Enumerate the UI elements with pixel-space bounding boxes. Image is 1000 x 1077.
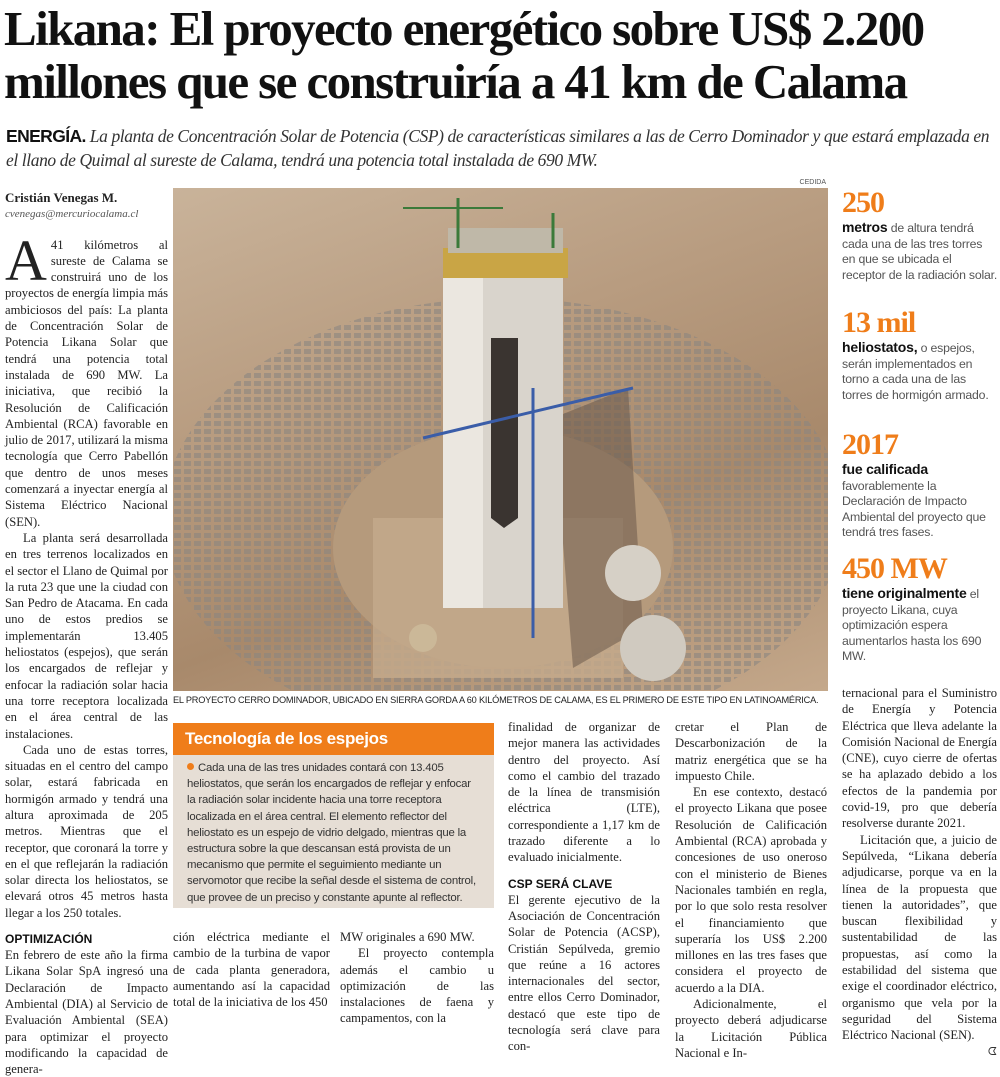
paragraph: ción eléctrica mediante el cambio de la … [173, 930, 330, 1010]
column-6: ternacional para el Suministro de Energí… [842, 685, 997, 1060]
column-1: Cristián Venegas M. cvenegas@mercuriocal… [5, 190, 168, 1077]
fact-number: 250 [842, 186, 885, 219]
paragraph: Licitación que, a juicio de Sepúlveda, “… [842, 832, 997, 1058]
paragraph: finalidad de organizar de mejor manera l… [508, 720, 660, 865]
fact-text: de altura tendrá cada una de las tres to… [842, 221, 998, 282]
fact-number: 450 MW [842, 552, 948, 585]
drop-cap: A [5, 227, 47, 293]
paragraph: cretar el Plan de Descarbonización de la… [675, 720, 827, 783]
solar-tower-illustration [173, 198, 828, 691]
fact-text: el proyecto Likana, cuya optimización es… [842, 587, 982, 663]
box-body: Cada una de las tres unidades contará co… [173, 755, 494, 906]
box-text: Cada una de las tres unidades contará co… [187, 762, 476, 904]
deck-text: La planta de Concentración Solar de Pote… [6, 126, 990, 170]
subheading-csp: CSP SERÁ CLAVE [508, 876, 613, 891]
column-4: finalidad de organizar de mejor manera l… [508, 719, 660, 1055]
fact-lead: tiene originalmente [842, 585, 967, 601]
fact-text: favorablemente la Declaración de Impacto… [842, 478, 986, 540]
paragraph-text: Licitación que, a juicio de Sepúlveda, “… [842, 832, 997, 1043]
paragraph: En ese contexto, destacó el proyecto Lik… [675, 785, 827, 995]
fact-250: 250 metros de altura tendrá cada una de … [842, 186, 998, 283]
headline-line-1: Likana: El proyecto energético sobre US$… [4, 1, 925, 56]
fact-lead: heliostatos, [842, 339, 918, 355]
photo-cerro-dominador [173, 188, 828, 691]
column-2: ción eléctrica mediante el cambio de la … [173, 929, 330, 1010]
fact-lead: fue calificada [842, 461, 928, 477]
fact-number: 2017 [842, 428, 899, 461]
column-5: cretar el Plan de Descarbonización de la… [675, 719, 827, 1061]
bullet-icon [187, 763, 194, 770]
fact-text: o espejos, serán implementados en torno … [842, 341, 989, 402]
byline-email: cvenegas@mercuriocalama.cl [5, 208, 139, 221]
photo-credit: CEDIDA [799, 179, 826, 186]
paragraph: El gerente ejecutivo de la Asociación de… [508, 892, 660, 1054]
paragraph: Adicionalmente, el proyecto deberá adjud… [675, 997, 827, 1060]
paragraph: A 41 kilómetros al sureste de Calama se c… [5, 227, 168, 530]
fact-13-mil: 13 mil heliostatos, o espejos, serán imp… [842, 306, 998, 403]
headline-line-2: millones que se construiría a 41 km de C… [4, 54, 908, 109]
headline: Likana: El proyecto energético sobre US$… [4, 2, 999, 108]
paragraph: ternacional para el Suministro de Energí… [842, 686, 997, 831]
paragraph: MW originales a 690 MW. [340, 930, 475, 944]
fact-lead: metros [842, 219, 888, 235]
deck: ENERGÍA. La planta de Concentración Sola… [6, 124, 996, 172]
subheading-optimizacion: OPTIMIZACIÓN [5, 932, 93, 947]
fact-number: 13 mil [842, 306, 916, 339]
box-title: Tecnología de los espejos [173, 723, 494, 755]
paragraph: Cada uno de estas torres, situadas en el… [5, 742, 168, 920]
fact-450-mw: 450 MW tiene originalmente el proyecto L… [842, 552, 998, 665]
sidebar-box-tecnologia: Tecnología de los espejos Cada una de la… [173, 723, 494, 908]
paragraph: La planta será desarrollada en tres terr… [5, 530, 168, 741]
column-3: MW originales a 690 MW. El proyecto cont… [340, 929, 494, 1027]
paragraph-text: 41 kilómetros al sureste de Calama se co… [5, 237, 168, 529]
byline-author: Cristián Venegas M. [5, 190, 118, 205]
fact-2017: 2017 fue calificada favorablemente la De… [842, 428, 998, 541]
end-mark-icon: ᗧ [987, 1045, 997, 1058]
deck-section: ENERGÍA. [6, 126, 86, 146]
photo-caption: EL PROYECTO CERRO DOMINADOR, UBICADO EN … [173, 695, 819, 705]
paragraph: En febrero de este año la firma Likana S… [5, 948, 168, 1077]
